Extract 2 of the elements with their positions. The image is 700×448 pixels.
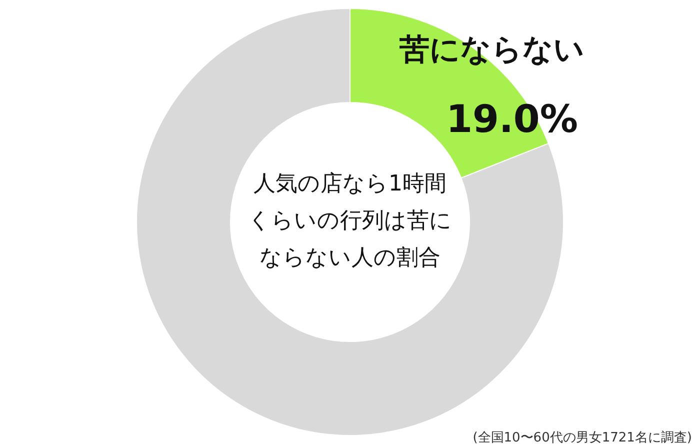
text: 人気の店なら1時間くらいの行列は苦にならない人の割合 (248, 172, 452, 271)
text: (全国10〜60代の男女1721名に調査) (472, 430, 692, 446)
